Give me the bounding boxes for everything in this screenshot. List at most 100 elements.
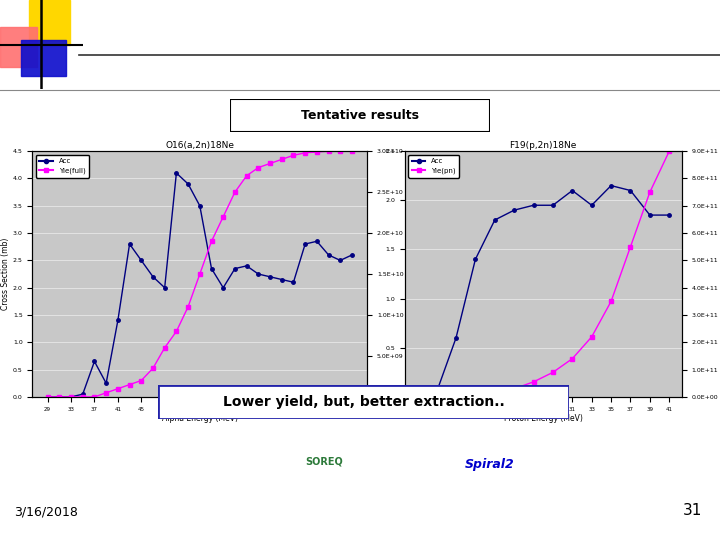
Yie(full)	[90, 394, 99, 400]
Acc	[172, 170, 181, 176]
Acc	[490, 217, 499, 223]
Yie(pn)	[588, 334, 596, 340]
Acc	[336, 257, 345, 264]
Acc	[78, 391, 87, 397]
Yie(pn)	[413, 394, 422, 400]
Title: O16(a,2n)18Ne: O16(a,2n)18Ne	[166, 141, 234, 151]
Acc	[219, 285, 228, 291]
Y-axis label: Cross Section (mb): Cross Section (mb)	[1, 238, 10, 310]
Acc	[230, 265, 239, 272]
Acc	[195, 202, 204, 209]
Text: Tentative results: Tentative results	[301, 109, 419, 122]
Yie(pn)	[626, 244, 635, 250]
Acc	[243, 262, 251, 269]
Yie(pn)	[451, 394, 460, 400]
Yie(full)	[219, 213, 228, 220]
Yie(full)	[348, 148, 356, 154]
Acc	[549, 202, 557, 208]
X-axis label: Proton Energy (MeV): Proton Energy (MeV)	[504, 414, 582, 423]
Yie(full)	[277, 156, 286, 163]
Yie(full)	[266, 160, 274, 167]
Yie(full)	[148, 365, 157, 372]
Acc	[324, 252, 333, 258]
Yie(full)	[312, 149, 321, 156]
Acc	[432, 389, 441, 395]
Legend: Acc, Yie(pn): Acc, Yie(pn)	[408, 154, 459, 178]
Yie(full)	[172, 328, 181, 335]
Acc	[102, 380, 110, 387]
Acc	[254, 271, 263, 277]
Acc	[312, 238, 321, 245]
Acc	[55, 394, 63, 400]
Acc	[289, 279, 298, 286]
Acc	[148, 274, 157, 280]
Acc	[348, 252, 356, 258]
Yie(full)	[336, 148, 345, 154]
Acc	[510, 207, 518, 213]
Yie(pn)	[568, 355, 577, 362]
Acc	[114, 317, 122, 323]
Yie(pn)	[529, 379, 538, 385]
Yie(full)	[67, 394, 76, 400]
Yie(pn)	[607, 298, 616, 305]
Acc	[471, 256, 480, 262]
Yie(full)	[289, 152, 298, 159]
Acc	[67, 394, 76, 400]
Yie(full)	[195, 271, 204, 277]
Yie(pn)	[490, 389, 499, 396]
Text: SOREQ: SOREQ	[305, 457, 343, 467]
Yie(full)	[102, 389, 110, 396]
Acc	[529, 202, 538, 208]
Acc	[137, 257, 145, 264]
Acc	[626, 187, 635, 194]
Yie(full)	[78, 394, 87, 400]
Yie(full)	[184, 303, 192, 310]
Acc	[184, 181, 192, 187]
Acc	[90, 358, 99, 365]
Line: Yie(full): Yie(full)	[46, 150, 354, 399]
Acc	[277, 276, 286, 283]
Yie(full)	[137, 377, 145, 384]
Yie(full)	[125, 381, 134, 388]
Acc	[301, 241, 310, 247]
Yie(pn)	[471, 392, 480, 399]
X-axis label: Alpha Energy (MeV): Alpha Energy (MeV)	[162, 414, 238, 423]
Bar	[29, 0, 71, 45]
Text: 3/16/2018: 3/16/2018	[14, 505, 78, 518]
Yie(full)	[43, 394, 52, 400]
Yie(full)	[301, 150, 310, 156]
Yie(full)	[254, 164, 263, 171]
Yie(pn)	[549, 369, 557, 376]
Acc	[588, 202, 596, 208]
Line: Acc: Acc	[46, 171, 354, 399]
Line: Acc: Acc	[415, 184, 671, 399]
Yie(full)	[230, 189, 239, 195]
Yie(full)	[55, 394, 63, 400]
Legend: Acc, Yie(full): Acc, Yie(full)	[36, 154, 89, 178]
Text: Lower yield, but, better extraction..: Lower yield, but, better extraction..	[222, 395, 505, 409]
Acc	[207, 265, 216, 272]
Y-axis label: Yield (atoms/sec) (Intensity 0.1ms)
Cross Section (ms): Yield (atoms/sec) (Intensity 0.1ms) Cros…	[407, 226, 418, 322]
Acc	[413, 394, 422, 400]
Yie(full)	[161, 345, 169, 351]
Acc	[568, 187, 577, 194]
Text: Spiral2: Spiral2	[464, 458, 515, 471]
Bar	[0, 26, 37, 67]
Acc	[161, 285, 169, 291]
Yie(pn)	[646, 189, 654, 195]
Acc	[665, 212, 674, 218]
Acc	[451, 335, 460, 341]
Yie(full)	[207, 238, 216, 245]
Line: Yie(pn): Yie(pn)	[415, 150, 671, 399]
Acc	[646, 212, 654, 218]
Acc	[125, 241, 134, 247]
Yie(pn)	[510, 386, 518, 392]
Acc	[266, 274, 274, 280]
Acc	[607, 183, 616, 189]
Text: 31: 31	[683, 503, 702, 518]
Yie(full)	[243, 172, 251, 179]
Yie(full)	[324, 148, 333, 154]
Yie(pn)	[665, 148, 674, 154]
Yie(pn)	[432, 394, 441, 400]
Bar	[21, 40, 66, 76]
